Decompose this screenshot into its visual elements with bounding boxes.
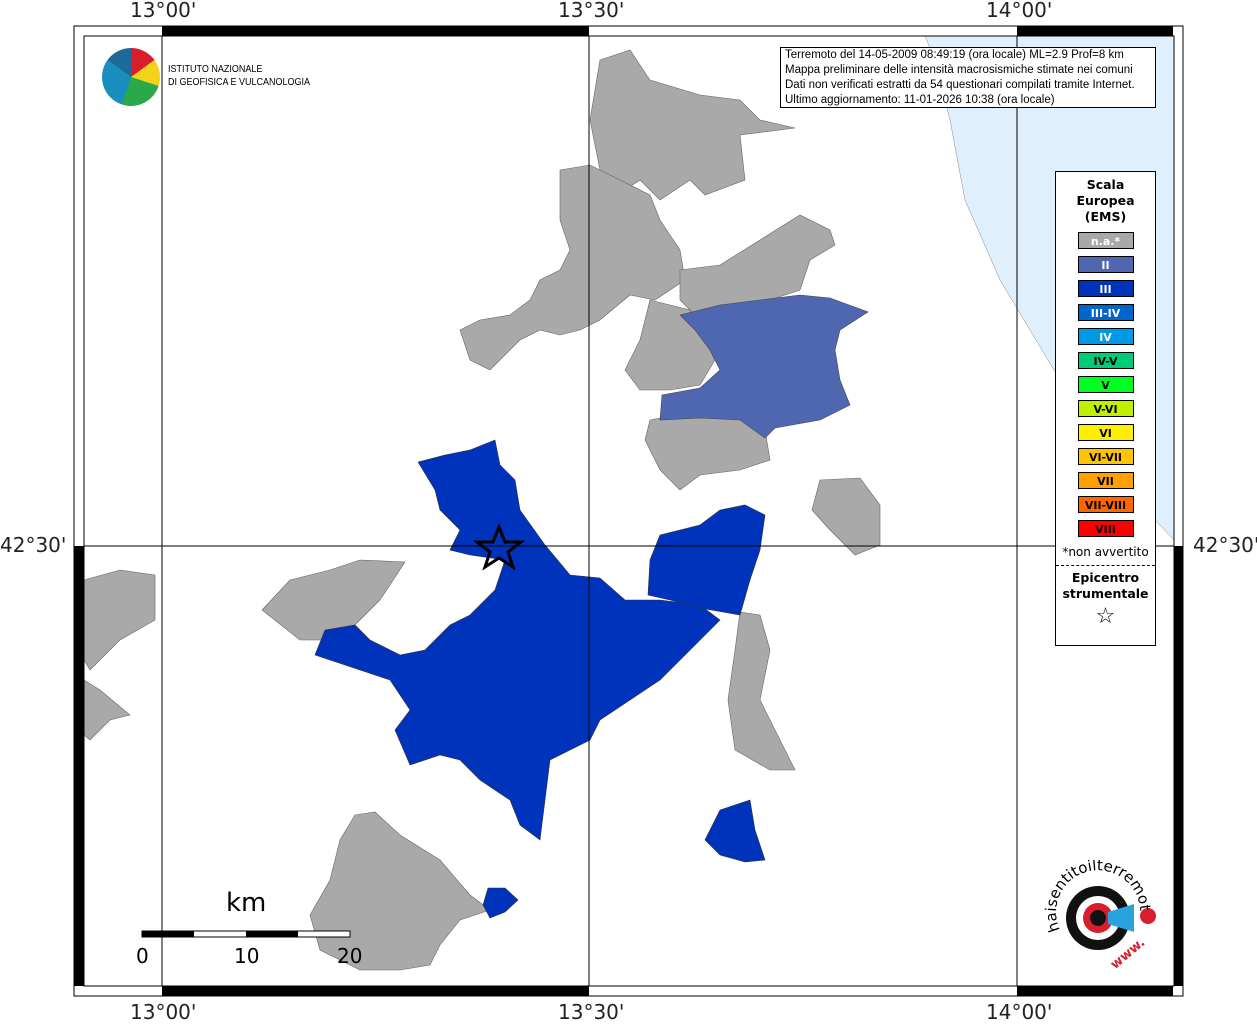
top-tick: 13°00' (130, 0, 197, 22)
star-icon: ☆ (1095, 604, 1116, 629)
event-info-box: Terremoto del 14-05-2009 08:49:19 (ora l… (780, 47, 1156, 108)
info-line: Ultimo aggiornamento: 11-01-2026 10:38 (… (785, 94, 1055, 106)
legend-epicenter: Epicentro strumentale (1062, 570, 1149, 601)
legend-swatch-ii: II (1077, 256, 1134, 273)
bottom-tick: 13°30' (558, 1000, 625, 1024)
legend-swatch-viii: VIII (1077, 520, 1134, 537)
ingv-logo: ISTITUTO NAZIONALE DI GEOFISICA E VULCAN… (102, 48, 326, 106)
bottom-tick: 14°00' (986, 1000, 1053, 1024)
legend-swatch-iv: IV (1077, 328, 1134, 345)
legend-swatch-vi-vii: VI-VII (1077, 448, 1134, 465)
scale-bar (141, 930, 351, 938)
top-tick: 14°00' (986, 0, 1053, 22)
logo-line2: DI GEOFISICA E VULCANOLOGIA (168, 77, 311, 88)
municipalities-intensity-iii (314, 439, 766, 919)
municipalities-na (83, 49, 881, 971)
logo-line1: ISTITUTO NAZIONALE (168, 64, 263, 75)
legend-title: Scala Europea (EMS) (1076, 177, 1135, 224)
info-line: Mappa preliminare delle intensità macros… (785, 64, 1133, 76)
legend-swatch-vii-viii: VII-VIII (1077, 496, 1134, 513)
scale-label: 0 (136, 944, 149, 968)
legend-swatch-iii-iv: III-IV (1077, 304, 1134, 321)
info-line: Dati non verificati estratti da 54 quest… (785, 79, 1135, 91)
frame-bars (74, 26, 1183, 996)
legend-swatch-v-vi: V-VI (1077, 400, 1134, 417)
legend-swatch-iv-v: IV-V (1077, 352, 1134, 369)
info-line: Terremoto del 14-05-2009 08:49:19 (ora l… (785, 49, 1124, 61)
brand-logo: haisentitoilterremoto.it www. (1036, 846, 1160, 973)
bottom-tick: 13°00' (130, 1000, 197, 1024)
municipality-intensity-ii (659, 294, 869, 439)
right-tick: 42°30' (1193, 533, 1257, 557)
legend: Scala Europea (EMS) n.a.* II III III-IV IV IV… (1055, 171, 1156, 646)
legend-note: *non avvertito (1062, 545, 1149, 559)
top-tick: 13°30' (558, 0, 625, 22)
legend-swatch-v: V (1077, 376, 1134, 393)
legend-swatch-vii: VII (1077, 472, 1134, 489)
legend-swatch-na: n.a.* (1077, 232, 1134, 249)
legend-swatch-iii: III (1077, 280, 1134, 297)
left-tick: 42°30' (0, 533, 67, 557)
scale-label: 20 (337, 944, 363, 968)
graticule (73, 25, 1184, 997)
globe-icon (102, 48, 160, 106)
scale-unit: km (226, 888, 267, 918)
scale-label: 10 (234, 944, 260, 968)
legend-swatch-vi: VI (1077, 424, 1134, 441)
epicenter-star (472, 522, 526, 571)
